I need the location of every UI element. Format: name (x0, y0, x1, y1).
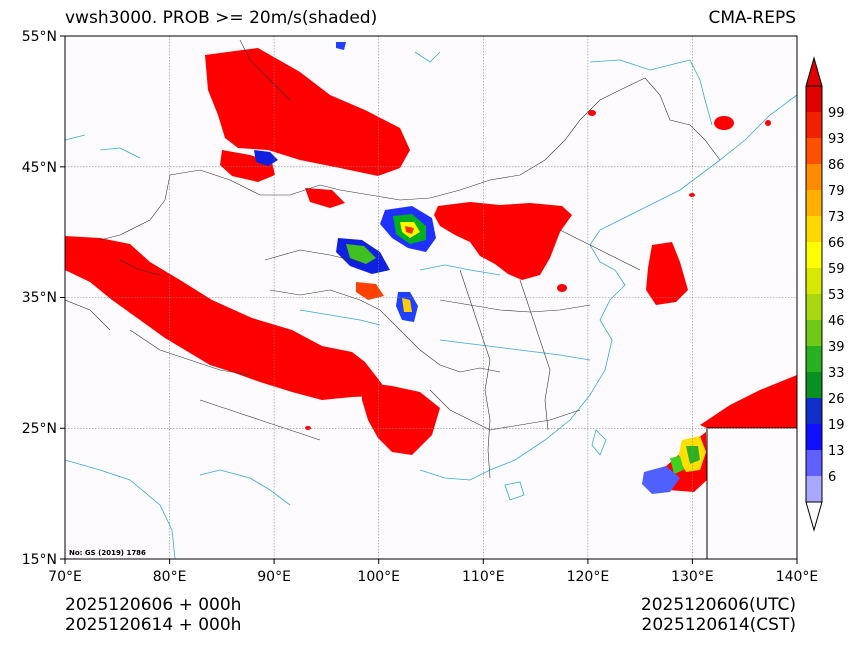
colorbar-swatch (806, 138, 822, 164)
colorbar-label: 39 (828, 340, 845, 355)
colorbar-label: 33 (828, 366, 845, 381)
colorbar-label: 93 (828, 132, 845, 147)
colorbar-label: 66 (828, 236, 845, 251)
colorbar-label: 53 (828, 288, 845, 303)
map-area: No: GS (2019) 1786 (65, 36, 797, 559)
lat-tick-label: 55°N (22, 29, 57, 45)
colorbar-label: 99 (828, 106, 845, 121)
model-name: CMA-REPS (708, 8, 796, 28)
forecast-time-right: 2025120606(UTC) 2025120614(CST) (641, 595, 796, 635)
colorbar-swatch (806, 424, 822, 450)
lon-axis: 70°E 80°E 90°E 100°E 110°E 120°E 130°E 1… (48, 559, 818, 585)
colorbar-swatch (806, 164, 822, 190)
init-time-utc-line: 2025120606 + 000h (65, 595, 242, 615)
valid-time-utc-line: 2025120606(UTC) (640, 595, 796, 615)
coastlines (65, 51, 797, 559)
forecast-time-left: 2025120606 + 000h 2025120614 + 000h (65, 595, 241, 635)
colorbar-swatch (806, 86, 822, 112)
colorbar-swatch (806, 398, 822, 424)
colorbar-min-extension (805, 501, 823, 532)
colorbar-swatch (806, 216, 822, 242)
colorbar-label: 6 (828, 470, 836, 485)
colorbar-swatch (806, 320, 822, 346)
lon-tick-label: 100°E (357, 569, 400, 585)
colorbar-label: 73 (828, 210, 845, 225)
colorbar-label: 86 (828, 158, 845, 173)
lon-tick-label: 140°E (776, 569, 819, 585)
colorbar-swatch (806, 190, 822, 216)
map-title: vwsh3000. PROB >= 20m/s(shaded) (65, 8, 378, 28)
colorbar-swatch (806, 346, 822, 372)
colorbar-label: 13 (828, 444, 845, 459)
colorbar-max-extension (805, 56, 823, 87)
lon-tick-label: 70°E (48, 569, 82, 585)
colorbar-swatch (806, 294, 822, 320)
colorbar-swatch (806, 450, 822, 476)
probability-gradient-bands (254, 42, 706, 494)
map-review-note: No: GS (2019) 1786 (69, 549, 146, 557)
lat-tick-label: 25°N (22, 421, 57, 437)
lat-tick-label: 45°N (22, 160, 57, 176)
lon-tick-label: 80°E (153, 569, 187, 585)
colorbar: 6 13 19 26 33 39 46 53 59 66 73 79 86 93 99 (805, 56, 845, 532)
init-time-cst-line: 2025120614 + 000h (65, 615, 242, 635)
colorbar-swatch (806, 372, 822, 398)
lon-tick-label: 90°E (257, 569, 291, 585)
lon-tick-label: 110°E (462, 569, 505, 585)
colorbar-swatch (806, 242, 822, 268)
lat-tick-label: 35°N (22, 290, 57, 306)
lat-axis: 15°N 25°N 35°N 45°N 55°N (22, 29, 65, 568)
colorbar-label: 46 (828, 314, 845, 329)
colorbar-label: 19 (828, 418, 845, 433)
lon-tick-label: 130°E (671, 569, 714, 585)
valid-time-cst-line: 2025120614(CST) (641, 615, 796, 635)
colorbar-label: 79 (828, 184, 845, 199)
lon-tick-label: 120°E (567, 569, 610, 585)
colorbar-swatch (806, 112, 822, 138)
lat-tick-label: 15°N (22, 552, 57, 568)
colorbar-swatch (806, 476, 822, 502)
graticule (65, 36, 797, 559)
south-china-sea-inset (706, 427, 797, 559)
colorbar-label: 26 (828, 392, 845, 407)
colorbar-swatch (806, 268, 822, 294)
borders (65, 39, 721, 479)
probability-shading (65, 48, 797, 492)
colorbar-frame (805, 85, 823, 503)
colorbar-label: 59 (828, 262, 845, 277)
